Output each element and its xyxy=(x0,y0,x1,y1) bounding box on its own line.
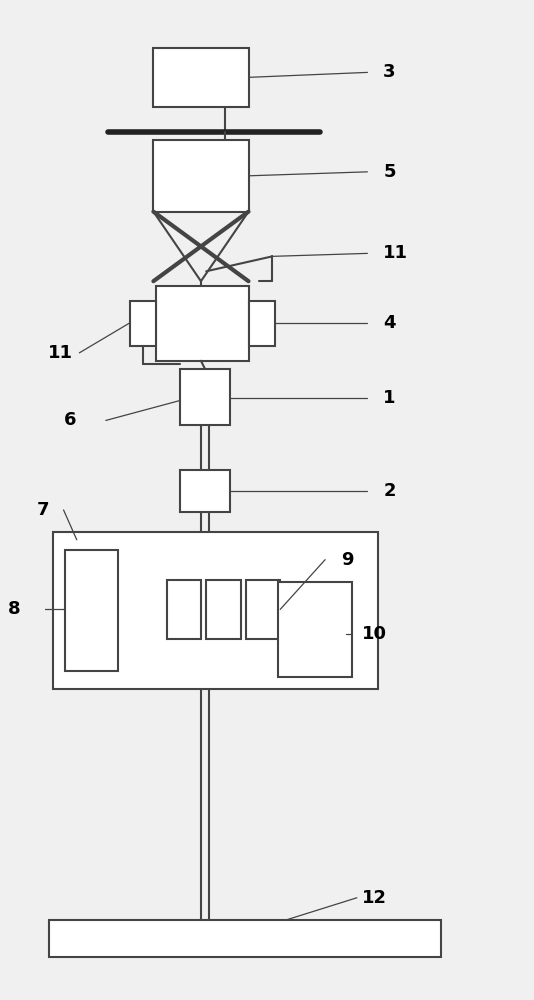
Text: 11: 11 xyxy=(48,344,73,362)
Text: 4: 4 xyxy=(383,314,396,332)
Bar xyxy=(248,301,275,346)
Bar xyxy=(278,582,351,677)
Text: 12: 12 xyxy=(362,889,387,907)
Bar xyxy=(167,580,201,639)
Text: 1: 1 xyxy=(383,389,396,407)
Text: 8: 8 xyxy=(8,600,21,618)
Text: 11: 11 xyxy=(383,244,409,262)
Text: 5: 5 xyxy=(383,163,396,181)
Bar xyxy=(130,301,156,346)
Bar xyxy=(153,140,248,212)
Bar xyxy=(49,920,442,957)
Text: 9: 9 xyxy=(341,551,354,569)
Bar xyxy=(156,286,248,361)
Text: 10: 10 xyxy=(362,625,387,643)
Text: 3: 3 xyxy=(383,63,396,81)
Text: 6: 6 xyxy=(64,411,76,429)
Text: 7: 7 xyxy=(37,501,50,519)
Bar xyxy=(180,369,230,425)
Bar xyxy=(206,580,241,639)
Bar xyxy=(153,48,248,107)
Text: 2: 2 xyxy=(383,482,396,500)
Bar xyxy=(246,580,280,639)
Bar xyxy=(53,532,378,689)
Bar xyxy=(180,470,230,512)
Bar xyxy=(65,550,118,671)
